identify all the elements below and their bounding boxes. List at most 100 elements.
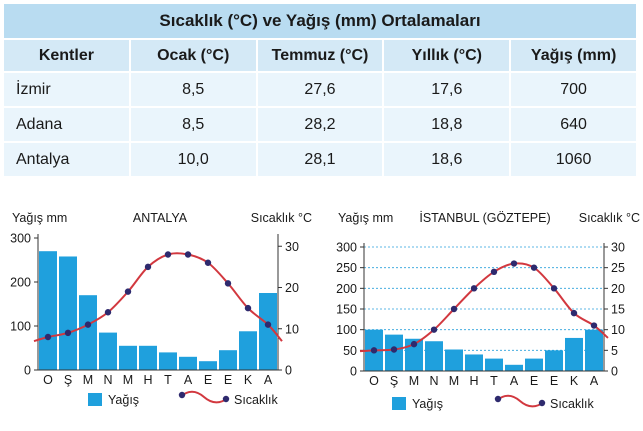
precip-bar (159, 352, 177, 370)
month-label: H (469, 374, 478, 388)
temperature-point (44, 333, 52, 341)
precip-bar (79, 295, 97, 370)
temperature-point (244, 304, 252, 312)
istanbul-climate-chart: Yağış mm İSTANBUL (GÖZTEPE) Sıcaklık °C … (336, 211, 640, 411)
right-tick-label: 25 (611, 261, 625, 275)
month-label: A (510, 374, 519, 388)
table-title: Sıcaklık (°C) ve Yağış (mm) Ortalamaları (2, 2, 638, 40)
month-label: O (369, 374, 379, 388)
table-row: İzmir 8,5 27,6 17,6 700 (2, 71, 638, 108)
legend-temp-label: Sıcaklık (234, 393, 279, 407)
chart-title: ANTALYA (133, 211, 188, 225)
left-axis-label: Yağış mm (12, 211, 67, 225)
climate-table: Sıcaklık (°C) ve Yağış (mm) Ortalamaları… (2, 2, 638, 178)
cell-july: 28,2 (255, 106, 385, 143)
temperature-point (124, 288, 132, 295)
legend-precip-swatch (88, 393, 102, 406)
right-tick-label: 10 (285, 322, 299, 336)
temperature-point (104, 309, 112, 316)
cell-precipitation: 640 (509, 106, 638, 143)
temperature-point (390, 346, 398, 353)
precip-bar (119, 345, 137, 370)
temperature-point (64, 329, 72, 337)
header-january: Ocak (°C) (128, 38, 258, 73)
temperature-point (370, 347, 378, 354)
temperature-point (570, 309, 578, 317)
right-tick-label: 20 (285, 281, 299, 295)
cell-january: 8,5 (128, 106, 258, 143)
temperature-point (590, 322, 598, 329)
right-tick-label: 10 (611, 323, 625, 337)
left-tick-label: 300 (10, 232, 31, 246)
cell-july: 28,1 (255, 141, 385, 178)
precip-bar (385, 334, 403, 371)
legend-temp-point (178, 391, 186, 399)
cell-city: İzmir (2, 71, 131, 108)
cell-annual: 17,6 (382, 71, 512, 108)
cell-january: 8,5 (128, 71, 258, 108)
temperature-point (184, 251, 192, 258)
right-axis-label: Sıcaklık °C (579, 211, 640, 225)
month-label: K (244, 373, 253, 387)
precip-bar (545, 350, 563, 371)
cell-city: Adana (2, 106, 131, 143)
month-label: Ş (390, 374, 398, 388)
gridlines (364, 246, 604, 351)
month-label: O (43, 373, 53, 387)
legend-precip-label: Yağış (108, 393, 139, 407)
precip-bar (99, 332, 117, 370)
temperature-point (410, 340, 418, 348)
table-row: Adana 8,5 28,2 18,8 640 (2, 106, 638, 143)
left-tick-label: 0 (350, 365, 357, 379)
month-label: H (143, 373, 152, 387)
month-label: T (490, 374, 498, 388)
left-tick-label: 100 (10, 320, 31, 334)
precip-bar (139, 345, 157, 370)
left-tick-label: 300 (336, 241, 357, 255)
left-tick-label: 200 (10, 276, 31, 290)
cell-precipitation: 1060 (509, 141, 638, 178)
cell-precipitation: 700 (509, 71, 638, 108)
axes (37, 234, 279, 371)
precip-bar (59, 256, 77, 370)
temperature-point (84, 321, 92, 328)
legend-temp-label: Sıcaklık (550, 397, 595, 411)
antalya-climate-chart: Yağış mm ANTALYA Sıcaklık °C 0100200300 … (10, 211, 312, 407)
left-tick-label: 200 (336, 282, 357, 296)
legend-temp-point (538, 399, 546, 407)
precip-bar (445, 349, 463, 371)
cell-january: 10,0 (128, 141, 258, 178)
legend-temp-point (222, 395, 230, 403)
month-label: A (184, 373, 193, 387)
precip-bar (39, 251, 57, 370)
table-row: Antalya 10,0 28,1 18,6 1060 (2, 141, 638, 178)
cell-annual: 18,6 (382, 141, 512, 178)
temperature-point (470, 285, 478, 292)
right-tick-label: 30 (285, 240, 299, 254)
month-label: M (449, 374, 459, 388)
month-label: E (530, 374, 538, 388)
precip-bar (505, 364, 523, 371)
month-label: A (264, 373, 273, 387)
precip-bar (219, 350, 237, 370)
precip-bar (259, 293, 277, 370)
temperature-point (550, 285, 558, 292)
precip-bar (485, 358, 503, 371)
precip-bar (425, 341, 443, 371)
right-tick-label: 30 (611, 241, 625, 255)
header-cities: Kentler (2, 38, 131, 73)
legend: Yağış Sıcaklık (88, 390, 279, 407)
right-tick-label: 15 (611, 303, 625, 317)
temperature-point (530, 264, 538, 271)
header-july: Temmuz (°C) (255, 38, 385, 73)
month-label: M (409, 374, 419, 388)
legend-temp-point (494, 395, 502, 403)
legend-temp-line (495, 394, 545, 408)
precipitation-bars (365, 329, 603, 371)
left-tick-label: 100 (336, 323, 357, 337)
precip-bar (585, 329, 603, 371)
precip-bar (179, 356, 197, 370)
temperature-line (359, 260, 609, 354)
precip-bar (465, 354, 483, 371)
